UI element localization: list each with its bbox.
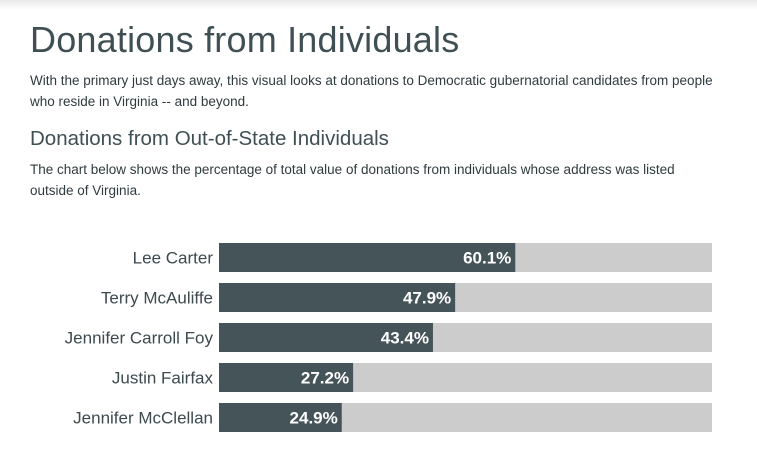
category-label-jennifer-mcclellan: Jennifer McClellan (73, 409, 213, 428)
top-shadow (0, 0, 757, 10)
page-title: Donations from Individuals (30, 19, 460, 60)
bar-jennifer-carroll-foy (219, 323, 433, 352)
bar-terry-mcauliffe (219, 283, 456, 312)
value-label-jennifer-mcclellan: 24.9% (290, 409, 338, 428)
intro-text: With the primary just days away, this vi… (30, 73, 713, 109)
category-label-jennifer-carroll-foy: Jennifer Carroll Foy (65, 329, 214, 348)
bar-justin-fairfax (219, 363, 354, 392)
value-label-terry-mcauliffe: 47.9% (403, 289, 451, 308)
category-label-justin-fairfax: Justin Fairfax (112, 369, 214, 388)
category-label-terry-mcauliffe: Terry McAuliffe (101, 289, 213, 308)
bar-lee-carter (219, 243, 516, 272)
bar-jennifer-mcclellan (219, 403, 342, 432)
section-title: Donations from Out-of-State Individuals (30, 127, 389, 150)
bar-chart: Lee Carter 60.1% Terry McAuliffe 47.9% Jenni… (65, 243, 712, 432)
value-label-lee-carter: 60.1% (463, 249, 511, 268)
value-label-justin-fairfax: 27.2% (301, 369, 349, 388)
category-label-lee-carter: Lee Carter (133, 249, 214, 268)
chart-description: The chart below shows the percentage of … (30, 162, 675, 198)
article: Donations from Individuals With the prim… (30, 18, 730, 201)
value-label-jennifer-carroll-foy: 43.4% (381, 329, 429, 348)
